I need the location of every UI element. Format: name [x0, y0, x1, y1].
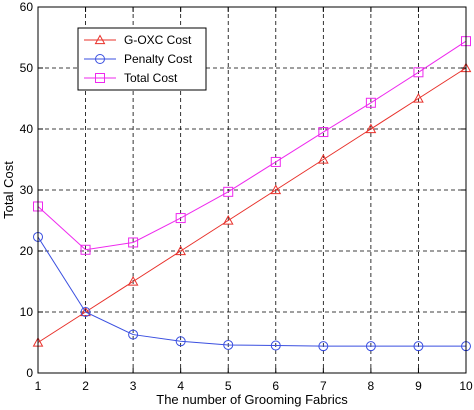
data-point-penalty-cost [223, 339, 234, 350]
data-point-penalty-cost [365, 341, 376, 352]
data-point-penalty-cost [175, 336, 186, 347]
data-point-g-oxc-cost [365, 123, 377, 134]
y-tick-label: 20 [20, 244, 34, 258]
x-tick-label: 6 [272, 379, 279, 393]
y-tick-label: 60 [20, 0, 34, 14]
axis-ticks [37, 6, 467, 374]
y-tick-label: 0 [26, 366, 33, 380]
data-point-penalty-cost [318, 341, 329, 352]
legend-marker-g-oxc-cost [94, 34, 106, 45]
series-line-g-oxc-cost [37, 67, 467, 343]
x-tick-label: 8 [368, 379, 375, 393]
data-point-g-oxc-cost [127, 275, 139, 286]
data-point-total-cost [80, 244, 91, 255]
x-tick-label: 3 [130, 379, 137, 393]
y-tick-label: 30 [20, 183, 34, 197]
legend-item-g-oxc-cost: G-OXC Cost [84, 33, 192, 47]
y-tick-labels: 0 10 20 30 40 50 60 [20, 0, 34, 380]
data-point-total-cost [413, 67, 424, 78]
data-point-g-oxc-cost [413, 92, 424, 103]
x-tick-label: 2 [82, 379, 89, 393]
y-axis-title: Total Cost [1, 161, 16, 219]
data-point-total-cost [223, 186, 234, 197]
x-tick-label: 7 [320, 379, 327, 393]
x-axis-title: The number of Grooming Fabrics [156, 392, 348, 407]
x-tick-labels: 1 2 3 4 5 6 7 8 9 10 [35, 379, 473, 393]
x-tick-label: 4 [177, 379, 184, 393]
legend-item-penalty-cost: Penalty Cost [84, 52, 193, 66]
series-line-total-cost [37, 40, 467, 251]
data-point-total-cost [318, 127, 329, 138]
x-tick-label: 10 [459, 379, 473, 393]
legend-label-g-oxc-cost: G-OXC Cost [124, 33, 192, 47]
legend-marker-penalty-cost [95, 54, 105, 64]
data-point-g-oxc-cost [175, 245, 187, 256]
data-point-penalty-cost [80, 307, 91, 317]
legend: G-OXC Cost Penalty Cost Total Cost [77, 27, 207, 91]
data-point-total-cost [270, 156, 281, 167]
data-point-penalty-cost [128, 329, 139, 340]
data-point-g-oxc-cost [222, 214, 234, 225]
data-point-penalty-cost [413, 341, 424, 352]
data-point-total-cost [365, 97, 376, 108]
series-g-oxc-cost [32, 62, 472, 347]
legend-label-total-cost: Total Cost [124, 71, 178, 85]
data-point-g-oxc-cost [80, 306, 91, 317]
legend-label-penalty-cost: Penalty Cost [124, 52, 193, 66]
y-tick-label: 10 [20, 305, 34, 319]
x-tick-label: 9 [415, 379, 422, 393]
data-point-total-cost [175, 213, 186, 224]
x-tick-label: 1 [35, 379, 42, 393]
series-line-penalty-cost [37, 236, 466, 347]
legend-marker-total-cost [95, 73, 105, 83]
y-tick-label: 40 [20, 122, 34, 136]
data-point-penalty-cost [270, 340, 281, 351]
data-point-g-oxc-cost [270, 184, 282, 195]
legend-item-total-cost: Total Cost [84, 71, 178, 85]
x-tick-label: 5 [225, 379, 232, 393]
data-point-total-cost [128, 237, 139, 248]
y-tick-label: 50 [20, 61, 34, 75]
data-point-g-oxc-cost [317, 153, 329, 164]
